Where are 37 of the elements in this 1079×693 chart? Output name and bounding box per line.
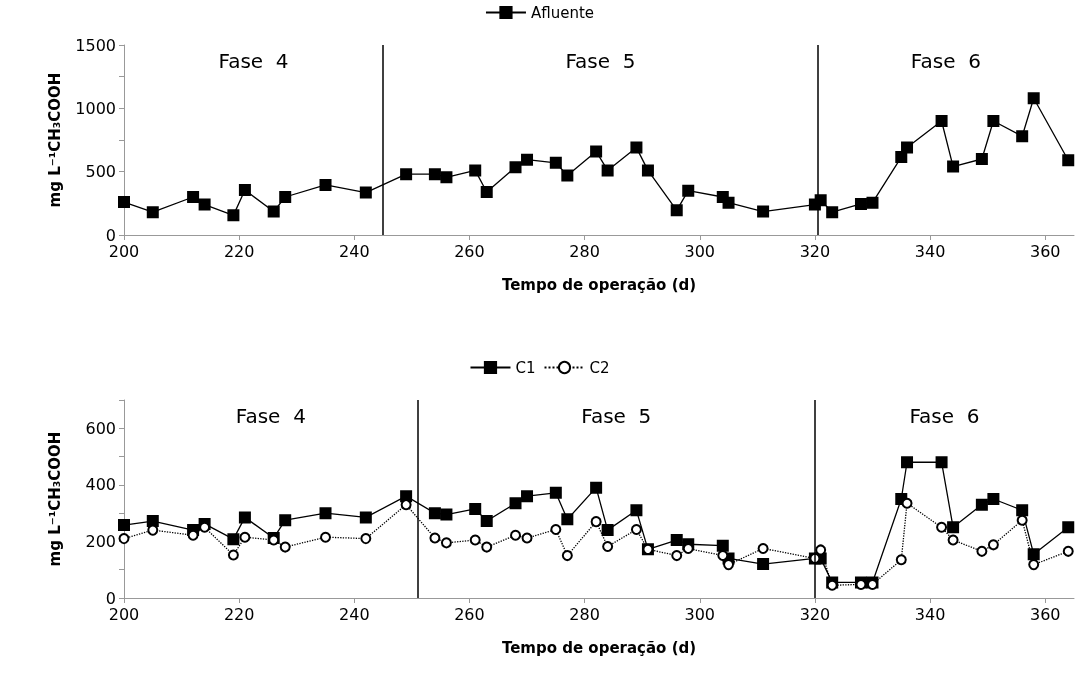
x-tick-label: 340 [914,604,946,624]
x-tick-label: 240 [339,604,370,624]
x-tick-label: 320 [799,604,831,624]
y-tick-label: 1000 [75,98,116,118]
legend-label: C2 [589,358,610,377]
annotation: Fase 5 [581,404,652,428]
y-axis-title: mg L⁻¹CH₃COOH [45,431,64,567]
x-tick-label: 360 [1029,604,1061,624]
y-tick-label: 400 [85,475,116,495]
x-tick-label: 340 [914,241,946,261]
x-tick-label: 360 [1029,241,1061,261]
x-tick-label: 320 [799,241,831,261]
y-tick-label: 1500 [75,35,116,55]
legend-label: C1 [515,358,536,377]
annotation: Fase 6 [910,49,981,73]
annotation: Fase 6 [909,404,980,428]
y-tick-label: 500 [85,162,116,182]
x-tick-label: 240 [339,241,370,261]
x-tick-label: 220 [223,241,255,261]
y-tick-label: 600 [85,418,116,438]
x-tick-label: 280 [569,241,600,261]
y-tick-label: 0 [105,225,116,245]
x-tick-label: 300 [684,241,716,261]
y-axis-title: mg L⁻¹CH₃COOH [45,72,64,208]
annotation: Fase 5 [565,49,636,73]
x-axis-title: Tempo de operação (d) [501,275,697,294]
legend-label: Afluente [530,3,595,22]
x-tick-label: 300 [684,604,716,624]
annotation: Fase 4 [218,49,289,73]
x-tick-label: 260 [454,604,485,624]
annotation: Fase 4 [235,404,306,428]
x-tick-label: 220 [223,604,255,624]
x-tick-label: 280 [569,604,600,624]
x-axis-title: Tempo de operação (d) [501,638,697,657]
x-tick-label: 260 [454,241,485,261]
y-tick-label: 200 [85,531,116,551]
y-tick-label: 0 [105,588,116,608]
